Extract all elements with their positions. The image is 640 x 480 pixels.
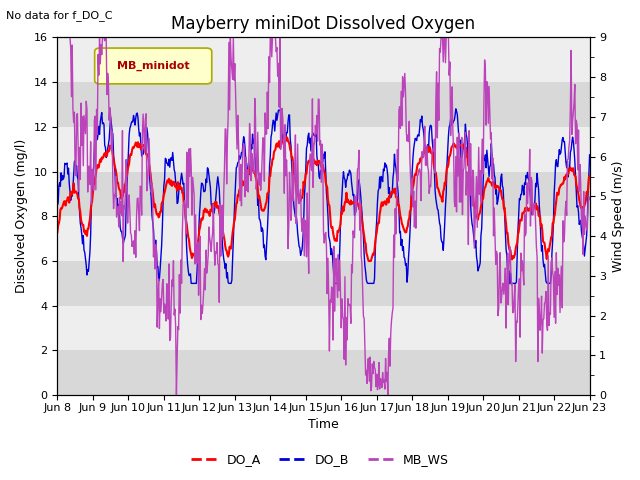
Y-axis label: Dissolved Oxygen (mg/l): Dissolved Oxygen (mg/l): [15, 139, 28, 293]
Bar: [58, 37, 589, 82]
Y-axis label: Wind Speed (m/s): Wind Speed (m/s): [612, 160, 625, 272]
Legend: DO_A, DO_B, MB_WS: DO_A, DO_B, MB_WS: [186, 448, 454, 471]
FancyBboxPatch shape: [95, 48, 212, 84]
Bar: [58, 350, 589, 395]
Title: Mayberry miniDot Dissolved Oxygen: Mayberry miniDot Dissolved Oxygen: [172, 15, 476, 33]
Text: No data for f_DO_C: No data for f_DO_C: [6, 10, 113, 21]
Bar: [58, 82, 589, 127]
Text: MB_minidot: MB_minidot: [117, 61, 189, 71]
Bar: [58, 216, 589, 261]
Bar: [58, 306, 589, 350]
Bar: [58, 171, 589, 216]
X-axis label: Time: Time: [308, 419, 339, 432]
Bar: [58, 127, 589, 171]
Bar: [58, 261, 589, 306]
